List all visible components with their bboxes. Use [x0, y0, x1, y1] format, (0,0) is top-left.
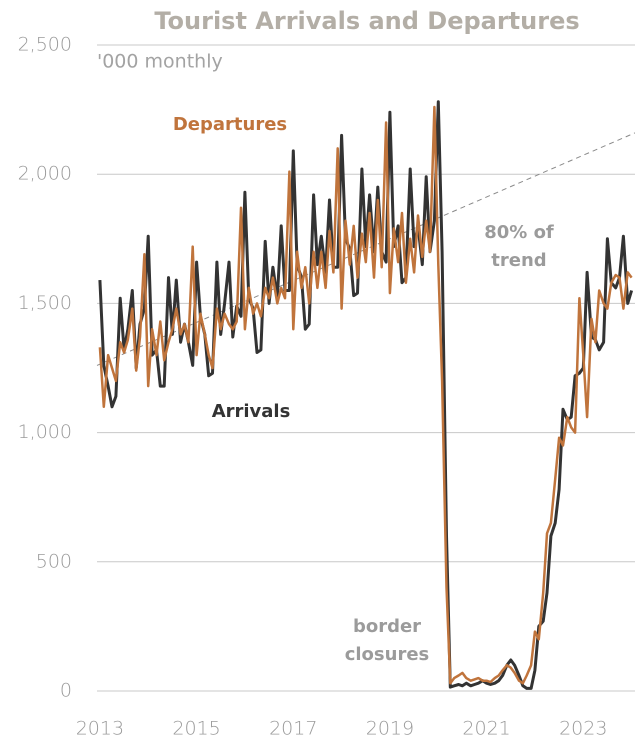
annotation: border	[353, 616, 421, 637]
series-line	[98, 100, 634, 690]
annotation: trend	[491, 250, 546, 271]
series-label: Departures	[173, 114, 287, 135]
subtitle: '000 monthly	[97, 51, 223, 73]
y-tick-label: 2,500	[18, 34, 72, 56]
series-label: Arrivals	[212, 401, 291, 422]
y-tick-label: 2,000	[18, 163, 72, 185]
x-tick-label: 2015	[172, 718, 220, 740]
trend-line	[96, 132, 635, 366]
x-tick-label: 2019	[366, 718, 414, 740]
annotation: 80% of	[484, 222, 554, 243]
series-line	[98, 105, 633, 685]
chart-title: Tourist Arrivals and Departures	[154, 7, 579, 35]
y-tick-label: 0	[60, 680, 72, 702]
x-tick-label: 2013	[76, 718, 124, 740]
x-tick-label: 2017	[269, 718, 317, 740]
y-tick-label: 1,000	[18, 421, 72, 443]
annotation: closures	[345, 644, 430, 665]
y-tick-label: 1,500	[18, 292, 72, 314]
y-tick-label: 500	[36, 550, 72, 572]
x-tick-label: 2021	[462, 718, 510, 740]
x-tick-label: 2023	[559, 718, 607, 740]
